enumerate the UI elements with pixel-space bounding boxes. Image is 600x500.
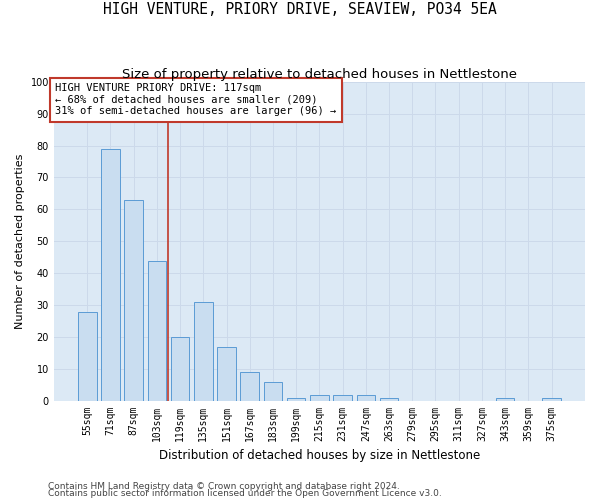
Bar <box>380 398 398 401</box>
X-axis label: Distribution of detached houses by size in Nettlestone: Distribution of detached houses by size … <box>159 450 480 462</box>
Bar <box>101 148 120 401</box>
Bar <box>356 394 375 401</box>
Bar <box>310 394 329 401</box>
Bar <box>78 312 97 401</box>
Bar <box>263 382 282 401</box>
Bar <box>542 398 561 401</box>
Text: Contains HM Land Registry data © Crown copyright and database right 2024.: Contains HM Land Registry data © Crown c… <box>48 482 400 491</box>
Bar <box>148 260 166 401</box>
Text: Contains public sector information licensed under the Open Government Licence v3: Contains public sector information licen… <box>48 490 442 498</box>
Bar <box>287 398 305 401</box>
Bar <box>217 347 236 401</box>
Text: HIGH VENTURE PRIORY DRIVE: 117sqm
← 68% of detached houses are smaller (209)
31%: HIGH VENTURE PRIORY DRIVE: 117sqm ← 68% … <box>55 84 337 116</box>
Text: HIGH VENTURE, PRIORY DRIVE, SEAVIEW, PO34 5EA: HIGH VENTURE, PRIORY DRIVE, SEAVIEW, PO3… <box>103 2 497 18</box>
Bar <box>171 337 190 401</box>
Y-axis label: Number of detached properties: Number of detached properties <box>15 154 25 329</box>
Title: Size of property relative to detached houses in Nettlestone: Size of property relative to detached ho… <box>122 68 517 80</box>
Bar <box>194 302 212 401</box>
Bar <box>496 398 514 401</box>
Bar <box>241 372 259 401</box>
Bar <box>124 200 143 401</box>
Bar <box>334 394 352 401</box>
